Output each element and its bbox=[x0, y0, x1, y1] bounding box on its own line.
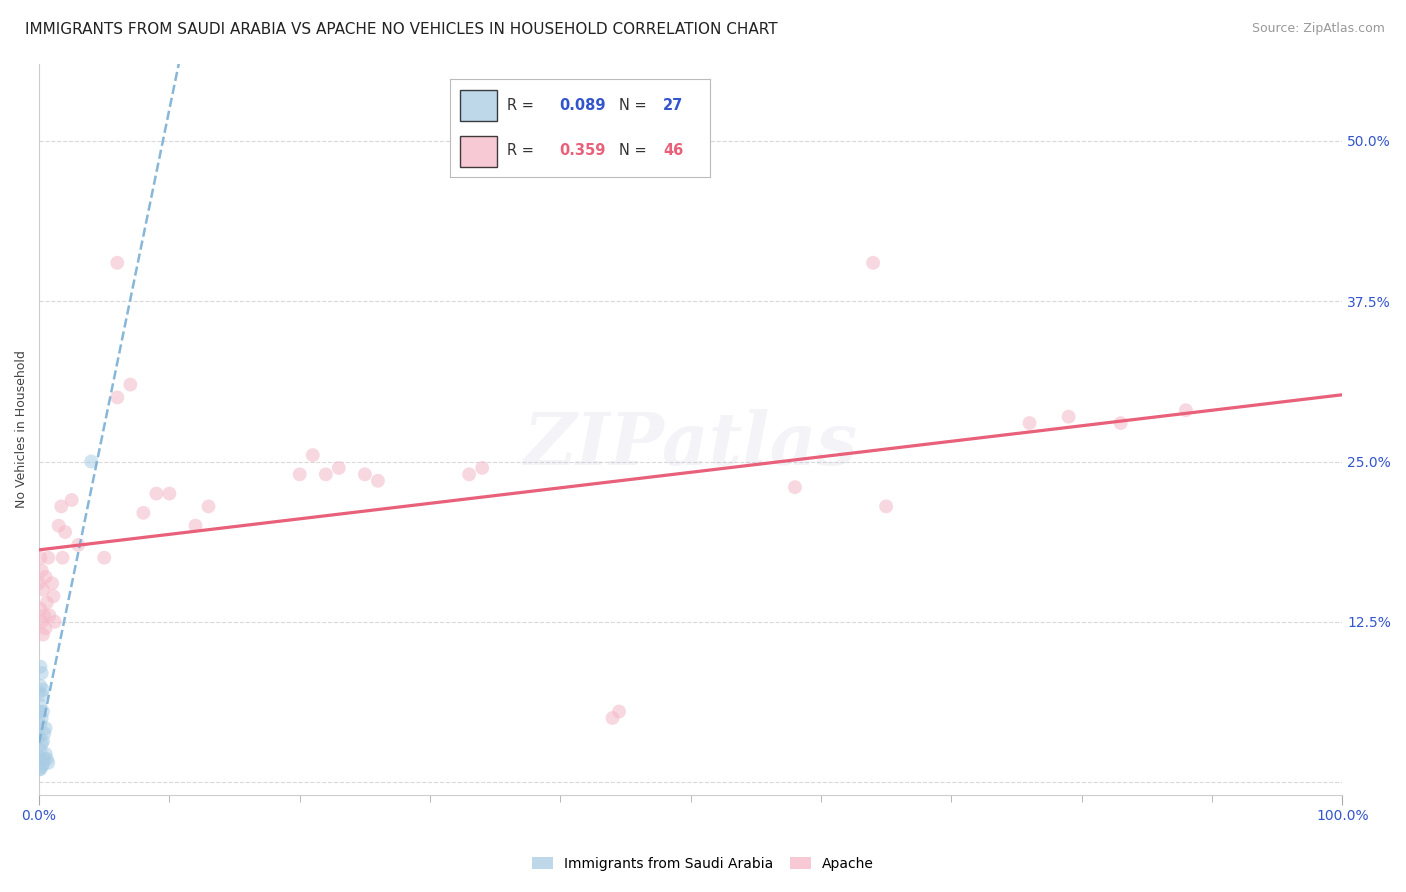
Point bbox=[31, 711, 53, 725]
Point bbox=[32, 757, 55, 772]
Point bbox=[34, 726, 56, 740]
Text: ZIPatlas: ZIPatlas bbox=[523, 409, 858, 480]
Point bbox=[35, 752, 58, 766]
Point bbox=[28, 762, 51, 776]
Point bbox=[48, 518, 70, 533]
Point bbox=[1174, 403, 1197, 417]
Point bbox=[30, 762, 52, 776]
Point bbox=[41, 576, 63, 591]
Point bbox=[1109, 416, 1132, 430]
Point bbox=[28, 685, 51, 699]
Point bbox=[31, 564, 53, 578]
Point bbox=[602, 711, 624, 725]
Point bbox=[32, 734, 55, 748]
Point bbox=[30, 550, 52, 565]
Point bbox=[1057, 409, 1080, 424]
Point bbox=[52, 550, 75, 565]
Point bbox=[30, 679, 52, 693]
Point bbox=[34, 608, 56, 623]
Point bbox=[28, 749, 51, 764]
Point bbox=[28, 576, 51, 591]
Point bbox=[184, 518, 207, 533]
Point bbox=[31, 760, 53, 774]
Point bbox=[328, 461, 350, 475]
Point bbox=[32, 705, 55, 719]
Point bbox=[354, 467, 377, 482]
Point bbox=[34, 570, 56, 584]
Point bbox=[80, 454, 103, 468]
Point bbox=[875, 500, 897, 514]
Point bbox=[42, 589, 65, 603]
Point bbox=[37, 756, 59, 770]
Point bbox=[301, 448, 323, 462]
Point bbox=[607, 705, 630, 719]
Legend: Immigrants from Saudi Arabia, Apache: Immigrants from Saudi Arabia, Apache bbox=[527, 851, 879, 876]
Point bbox=[105, 256, 128, 270]
Point bbox=[30, 602, 52, 616]
Point bbox=[31, 666, 53, 681]
Point bbox=[132, 506, 155, 520]
Text: IMMIGRANTS FROM SAUDI ARABIA VS APACHE NO VEHICLES IN HOUSEHOLD CORRELATION CHAR: IMMIGRANTS FROM SAUDI ARABIA VS APACHE N… bbox=[25, 22, 778, 37]
Point bbox=[288, 467, 311, 482]
Point bbox=[93, 550, 115, 565]
Point bbox=[30, 743, 52, 757]
Point bbox=[38, 608, 60, 623]
Point bbox=[51, 500, 73, 514]
Point bbox=[32, 582, 55, 597]
Point bbox=[862, 256, 884, 270]
Point bbox=[458, 467, 481, 482]
Point bbox=[471, 461, 494, 475]
Point bbox=[32, 682, 55, 697]
Point bbox=[31, 688, 53, 702]
Point bbox=[145, 486, 167, 500]
Point bbox=[1018, 416, 1040, 430]
Point bbox=[34, 752, 56, 766]
Point bbox=[34, 747, 56, 761]
Point bbox=[60, 493, 83, 508]
Text: Source: ZipAtlas.com: Source: ZipAtlas.com bbox=[1251, 22, 1385, 36]
Point bbox=[32, 627, 55, 641]
Y-axis label: No Vehicles in Household: No Vehicles in Household bbox=[15, 351, 28, 508]
Point bbox=[35, 596, 58, 610]
Point bbox=[67, 538, 90, 552]
Point bbox=[120, 377, 142, 392]
Point bbox=[367, 474, 389, 488]
Point bbox=[37, 550, 59, 565]
Point bbox=[30, 659, 52, 673]
Point bbox=[28, 730, 51, 744]
Point bbox=[30, 717, 52, 731]
Point bbox=[34, 621, 56, 635]
Point bbox=[159, 486, 181, 500]
Point bbox=[31, 737, 53, 751]
Point bbox=[31, 615, 53, 629]
Point bbox=[28, 705, 51, 719]
Point bbox=[783, 480, 806, 494]
Point bbox=[30, 698, 52, 713]
Point bbox=[197, 500, 219, 514]
Point bbox=[105, 391, 128, 405]
Point bbox=[34, 721, 56, 735]
Point bbox=[315, 467, 337, 482]
Point bbox=[44, 615, 66, 629]
Point bbox=[53, 524, 76, 539]
